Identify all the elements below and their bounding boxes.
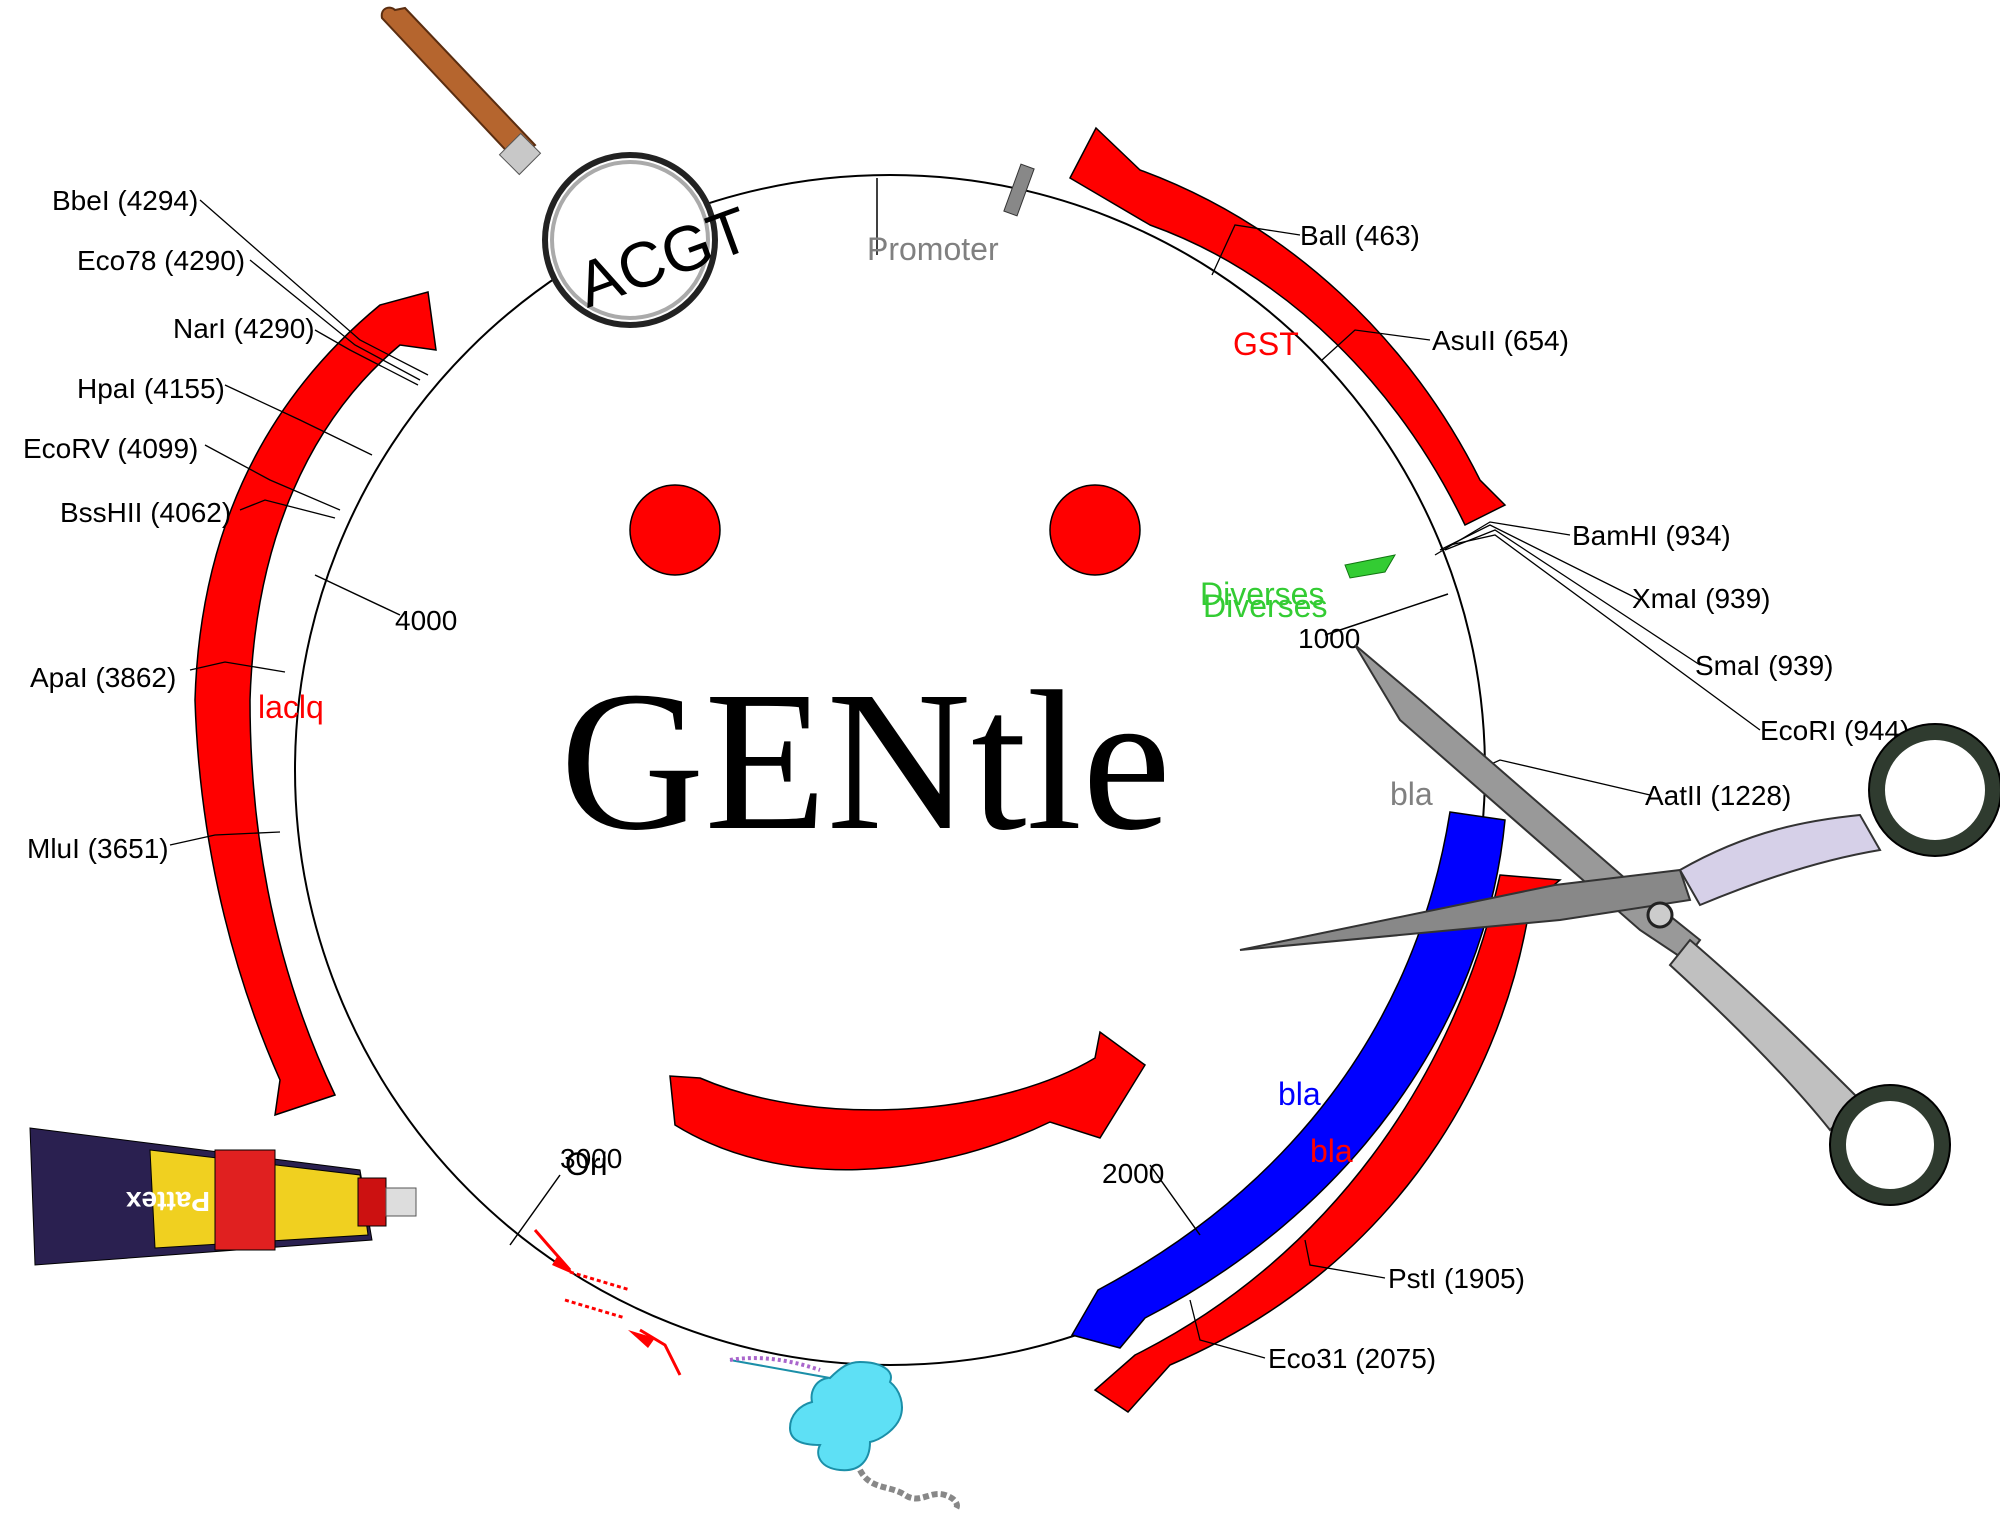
ori-label[interactable]: Ori <box>565 1146 608 1182</box>
site-ecorv[interactable]: EcoRV (4099) <box>23 433 198 464</box>
bla-blue-feature-arrow[interactable] <box>1070 811 1506 1349</box>
promoter-label[interactable]: Promoter <box>867 231 999 267</box>
site-ecori[interactable]: EcoRI (944) <box>1760 715 1909 746</box>
site-ball[interactable]: Ball (463) <box>1300 220 1420 251</box>
smile-arrow <box>669 1030 1147 1171</box>
diverses-icon <box>1344 554 1396 579</box>
bla-red-feature-arrow[interactable] <box>1093 874 1562 1413</box>
tick-1000-line <box>1324 593 1449 636</box>
tick-3000-label: 3000 <box>560 1143 622 1174</box>
bla-red-label[interactable]: bla <box>1310 1133 1353 1169</box>
site-aatii[interactable]: AatII (1228) <box>1645 780 1791 811</box>
tick-2000-label: 2000 <box>1102 1158 1164 1189</box>
site-eco78[interactable]: Eco78 (4290) <box>77 245 245 276</box>
site-nari[interactable]: NarI (4290) <box>173 313 315 344</box>
scissors-icon[interactable] <box>1239 644 2000 1206</box>
ori-arrowhead-2 <box>628 1330 655 1348</box>
magnifier-icon: ACGT <box>380 6 759 328</box>
bla-blue-label[interactable]: bla <box>1278 1076 1321 1112</box>
ori-arrows <box>533 1229 682 1376</box>
promoter-marker <box>1003 163 1035 217</box>
ori-arrowhead-1 <box>552 1255 575 1275</box>
tick-2000-line <box>1149 1164 1201 1236</box>
left-eye <box>629 484 721 576</box>
site-bsshii[interactable]: BssHII (4062) <box>60 497 231 528</box>
site-smai[interactable]: SmaI (939) <box>1695 650 1834 681</box>
site-bbei[interactable]: BbeI (4294) <box>52 185 198 216</box>
site-mlui[interactable]: MluI (3651) <box>27 833 169 864</box>
tick-3000-line <box>509 1174 561 1246</box>
glue-tube-icon: Pattex <box>29 1127 417 1266</box>
site-psti[interactable]: PstI (1905) <box>1388 1263 1525 1294</box>
site-bamhi[interactable]: BamHI (934) <box>1572 520 1731 551</box>
ribosome-icon <box>729 1356 960 1513</box>
logo-text: GENtle <box>560 651 1171 872</box>
laclq-feature-arrow[interactable] <box>194 291 437 1117</box>
laclq-label[interactable]: laclq <box>258 689 324 725</box>
site-eco31[interactable]: Eco31 (2075) <box>1268 1343 1436 1374</box>
tick-4000-label: 4000 <box>395 605 457 636</box>
gst-label[interactable]: GST <box>1233 326 1299 362</box>
site-hpai[interactable]: HpaI (4155) <box>77 373 225 404</box>
site-xmai[interactable]: XmaI (939) <box>1632 583 1771 614</box>
site-leaders <box>169 199 1761 1359</box>
tick-1000-label: 1000 <box>1298 623 1360 654</box>
diverses-label[interactable]: Diverses <box>1200 576 1324 612</box>
glue-label: Pattex <box>126 1186 210 1217</box>
site-apai[interactable]: ApaI (3862) <box>30 662 176 693</box>
gst-feature-arrow[interactable] <box>1069 126 1507 527</box>
diverses-label-shadow: Diverses <box>1203 588 1327 624</box>
site-asull[interactable]: AsuII (654) <box>1432 325 1569 356</box>
tick-4000-line <box>314 574 401 616</box>
right-eye <box>1049 484 1141 576</box>
bla-gray-label[interactable]: bla <box>1390 776 1433 812</box>
